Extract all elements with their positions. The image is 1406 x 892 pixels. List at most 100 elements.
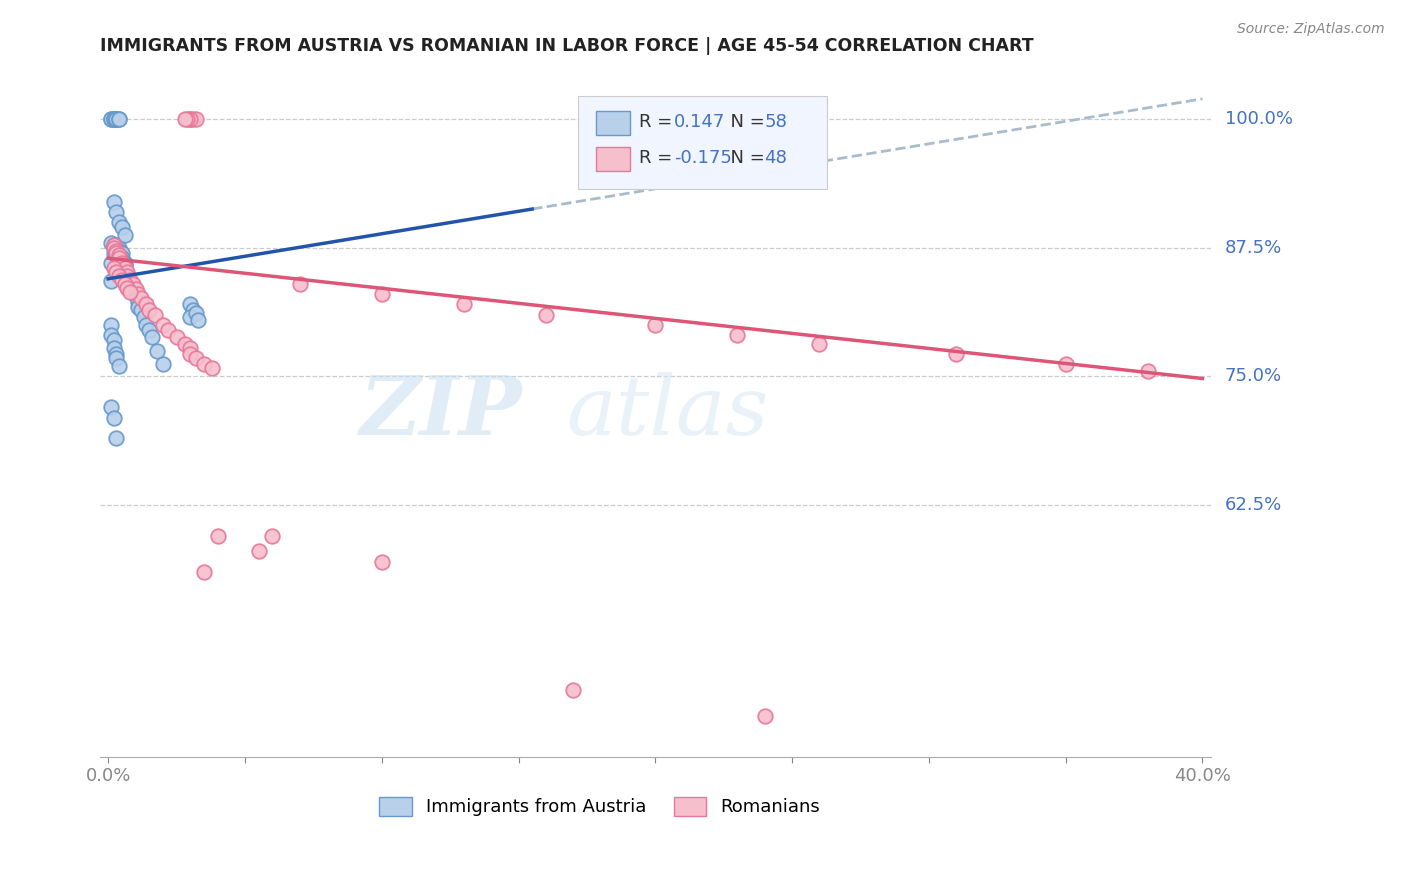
Point xyxy=(118,275,141,289)
Point xyxy=(105,241,128,255)
Point xyxy=(114,261,136,276)
Point xyxy=(129,302,152,317)
Point xyxy=(105,347,128,361)
Point xyxy=(105,248,128,262)
Point xyxy=(117,264,139,278)
Text: Source: ZipAtlas.com: Source: ZipAtlas.com xyxy=(1237,22,1385,37)
Point xyxy=(108,112,131,127)
Point xyxy=(141,330,163,344)
Point xyxy=(207,529,229,543)
Text: R =: R = xyxy=(638,149,678,167)
Point xyxy=(179,341,201,355)
Point xyxy=(117,268,139,283)
Point xyxy=(117,267,139,281)
Point xyxy=(121,284,143,298)
Point xyxy=(117,272,139,286)
Text: 58: 58 xyxy=(765,112,787,131)
Point xyxy=(111,273,134,287)
Text: N =: N = xyxy=(718,112,770,131)
Text: -0.175: -0.175 xyxy=(675,149,733,167)
Text: atlas: atlas xyxy=(567,373,769,452)
Point xyxy=(100,112,122,127)
Point xyxy=(103,334,125,348)
Point xyxy=(754,708,776,723)
Text: 62.5%: 62.5% xyxy=(1225,496,1282,514)
Point xyxy=(108,251,131,265)
FancyBboxPatch shape xyxy=(578,95,828,188)
Point xyxy=(184,351,207,365)
Point xyxy=(117,268,139,283)
Point xyxy=(288,277,311,291)
Point xyxy=(103,241,125,255)
Point xyxy=(100,274,122,288)
Point xyxy=(146,343,169,358)
Point xyxy=(103,112,125,127)
Point xyxy=(945,347,967,361)
Point xyxy=(108,359,131,374)
Point xyxy=(138,302,160,317)
Point xyxy=(105,112,128,127)
Point xyxy=(181,302,204,317)
Point xyxy=(105,244,128,258)
Point xyxy=(193,357,215,371)
Text: 0.147: 0.147 xyxy=(675,112,725,131)
Point xyxy=(100,318,122,332)
Point xyxy=(201,361,224,376)
Point xyxy=(127,295,149,310)
Point xyxy=(644,318,666,332)
Point xyxy=(453,297,475,311)
Point xyxy=(179,112,201,127)
Text: IMMIGRANTS FROM AUSTRIA VS ROMANIAN IN LABOR FORCE | AGE 45-54 CORRELATION CHART: IMMIGRANTS FROM AUSTRIA VS ROMANIAN IN L… xyxy=(100,37,1033,55)
Bar xyxy=(596,111,630,135)
Text: N =: N = xyxy=(718,149,770,167)
Point xyxy=(138,323,160,337)
Point xyxy=(108,241,131,255)
Point xyxy=(105,351,128,365)
Point xyxy=(152,357,174,371)
Point xyxy=(135,297,157,311)
Point xyxy=(100,235,122,250)
Point xyxy=(103,341,125,355)
Point xyxy=(103,194,125,209)
Point xyxy=(127,287,149,301)
Point xyxy=(105,244,128,258)
Point xyxy=(121,281,143,295)
Point xyxy=(117,281,139,295)
Point xyxy=(105,205,128,219)
Point xyxy=(108,215,131,229)
Point xyxy=(114,256,136,270)
Point xyxy=(127,300,149,314)
Point xyxy=(187,313,209,327)
Point xyxy=(152,318,174,332)
Point xyxy=(103,237,125,252)
Point xyxy=(370,287,392,301)
Point xyxy=(103,261,125,276)
Point xyxy=(103,237,125,252)
Point xyxy=(808,336,831,351)
Point xyxy=(143,308,166,322)
Text: 100.0%: 100.0% xyxy=(1225,111,1292,128)
Point xyxy=(124,282,146,296)
Point xyxy=(108,268,131,283)
Point xyxy=(111,256,134,270)
Point xyxy=(562,683,585,698)
Text: 48: 48 xyxy=(765,149,787,167)
Point xyxy=(108,244,131,258)
Point xyxy=(370,555,392,569)
Point xyxy=(105,431,128,445)
Point xyxy=(100,401,122,415)
Point xyxy=(179,297,201,311)
Point xyxy=(111,220,134,235)
Point xyxy=(121,277,143,291)
Legend: Immigrants from Austria, Romanians: Immigrants from Austria, Romanians xyxy=(373,790,828,823)
Point xyxy=(105,246,128,260)
Point xyxy=(181,112,204,127)
Point xyxy=(725,328,748,343)
Point xyxy=(100,256,122,270)
Point xyxy=(193,565,215,579)
Point xyxy=(114,259,136,273)
Point xyxy=(173,336,195,351)
Text: ZIP: ZIP xyxy=(360,373,522,452)
Point xyxy=(114,261,136,276)
Point xyxy=(135,318,157,332)
